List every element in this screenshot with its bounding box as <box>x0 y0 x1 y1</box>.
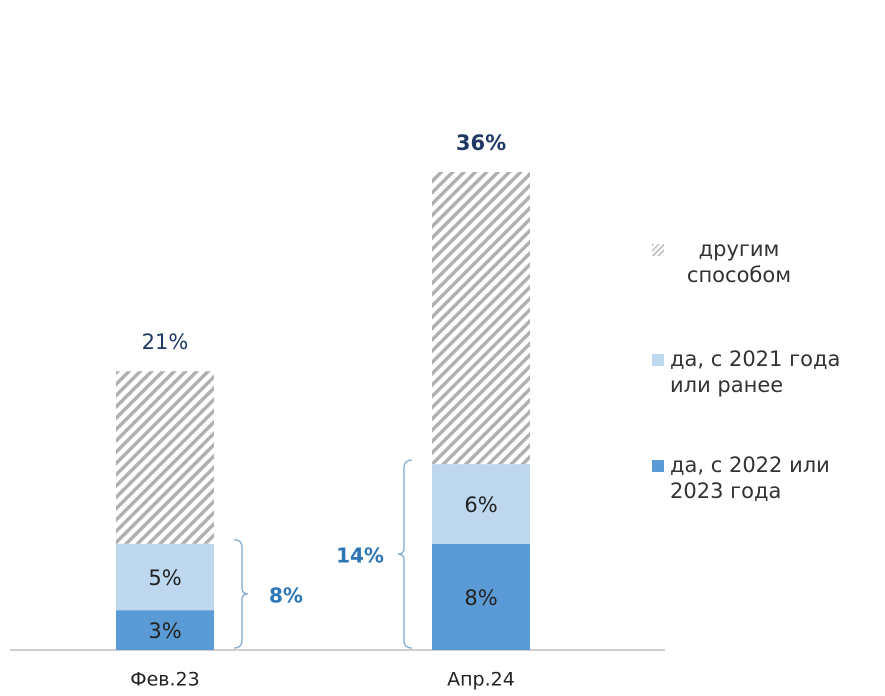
legend-swatch <box>652 354 664 366</box>
total-label: 21% <box>142 330 189 354</box>
bar-segment <box>432 543 530 650</box>
legend-label: да, с 2021 года или ранее <box>670 347 841 397</box>
data-label: 8% <box>464 586 497 610</box>
legend-label: да, с 2022 или 2023 года <box>670 453 830 503</box>
bracket-label: 14% <box>336 544 384 568</box>
legend-item: другим способом <box>652 236 834 288</box>
legend-label: другим способом <box>686 237 792 287</box>
bar-segment <box>432 464 530 544</box>
bar-segment <box>432 172 530 465</box>
legend-swatch <box>652 244 664 256</box>
total-label: 36% <box>456 131 506 155</box>
legend-swatch <box>652 460 664 472</box>
bracket <box>397 459 413 649</box>
bracket-label: 8% <box>269 583 303 607</box>
x-tick-label: Фев.23 <box>130 669 199 691</box>
bar-segment <box>116 610 214 650</box>
bracket <box>233 539 249 649</box>
data-label: 6% <box>464 493 497 517</box>
x-tick-label: Апр.24 <box>447 669 515 691</box>
legend-item: да, с 2022 или 2023 года <box>652 452 870 504</box>
data-label: 5% <box>148 566 181 590</box>
bar-segment <box>116 543 214 611</box>
bar-segment <box>116 371 214 544</box>
data-label: 3% <box>148 619 181 643</box>
legend-item: да, с 2021 года или ранее <box>652 346 870 398</box>
